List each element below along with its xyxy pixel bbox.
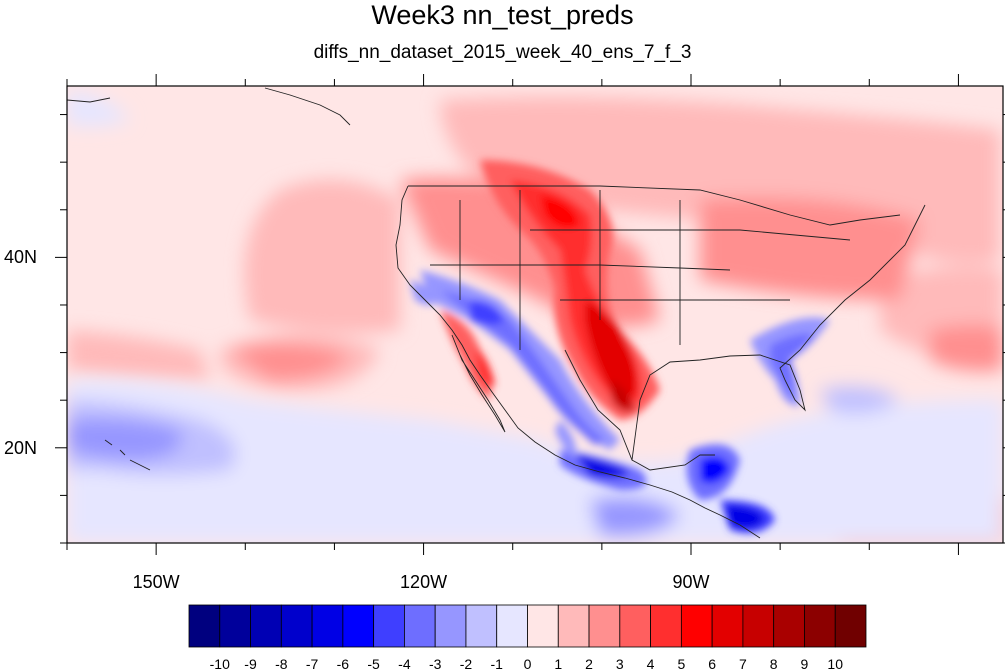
colorbar-swatch xyxy=(434,604,467,648)
colorbar-tick-label: -2 xyxy=(459,656,473,672)
colorbar-swatch xyxy=(342,604,375,648)
colorbar-swatch xyxy=(619,604,651,648)
y-tick-label: 20N xyxy=(4,437,38,458)
colorbar-tick-label: 2 xyxy=(585,656,593,672)
colorbar-tick-label: -7 xyxy=(305,656,319,672)
coastlines xyxy=(67,87,926,539)
colorbar-tick-label: 10 xyxy=(827,656,843,672)
colorbar-swatch xyxy=(280,604,313,648)
colorbar-swatch xyxy=(742,604,775,648)
x-tick-label: 120W xyxy=(400,572,448,592)
colorbar-swatch xyxy=(773,604,805,648)
colorbar-swatch xyxy=(711,604,744,648)
colorbar-tick-label: -8 xyxy=(275,656,288,672)
colorbar-tick-label: -9 xyxy=(244,656,257,672)
field-broad-warm xyxy=(67,96,1003,540)
colorbar-tick-label: 0 xyxy=(523,656,532,672)
y-tick-label: 40N xyxy=(4,247,38,268)
axis-ticks xyxy=(55,74,1005,555)
colorbar-tick-label: -5 xyxy=(367,656,380,672)
colorbar-tick-label: -6 xyxy=(336,656,350,672)
colorbar-swatch xyxy=(496,604,528,648)
colorbar-swatch xyxy=(373,604,405,648)
colorbar-swatch xyxy=(404,604,436,648)
colorbar-swatch xyxy=(311,604,344,648)
colorbar-tick-label: 7 xyxy=(739,656,747,672)
field-broad-cool xyxy=(67,90,1003,543)
colorbar-tick-label: 1 xyxy=(554,656,563,672)
colorbar-tick-label: -4 xyxy=(398,656,411,672)
colorbar-tick-label: 5 xyxy=(677,656,686,672)
colorbar-tick-label: 4 xyxy=(646,656,655,672)
colorbar-swatch xyxy=(680,604,713,648)
map-title: Week3 nn_test_preds xyxy=(371,0,634,30)
colorbar-swatch xyxy=(188,604,221,648)
x-tick-label: 150W xyxy=(132,572,180,592)
anomaly-field xyxy=(67,86,1003,543)
colorbar-swatch xyxy=(219,604,251,648)
colorbar-swatch xyxy=(804,604,836,648)
colorbar-swatch xyxy=(465,604,498,648)
colorbar-tick-label: -3 xyxy=(428,656,442,672)
colorbar-swatch xyxy=(650,604,682,648)
colorbar-swatch xyxy=(834,604,867,648)
colorbar-swatch xyxy=(250,604,282,648)
field-regional xyxy=(410,160,830,534)
colorbar-tick-label: -1 xyxy=(490,656,503,672)
colorbar-tick-label: 9 xyxy=(800,656,809,672)
colorbar-swatch xyxy=(527,604,559,648)
map-frame xyxy=(66,85,1004,544)
colorbar-tick-label: 6 xyxy=(708,656,717,672)
colorbar-tick-label: 3 xyxy=(615,656,624,672)
colorbar-tick-label: -10 xyxy=(209,656,230,672)
colorbar-swatch xyxy=(557,604,590,648)
colorbar-swatch xyxy=(588,604,621,648)
colorbar xyxy=(188,604,867,648)
colorbar-tick-label: 8 xyxy=(769,656,778,672)
map-subtitle: diffs_nn_dataset_2015_week_40_ens_7_f_3 xyxy=(313,42,692,63)
x-tick-label: 90W xyxy=(672,572,710,592)
